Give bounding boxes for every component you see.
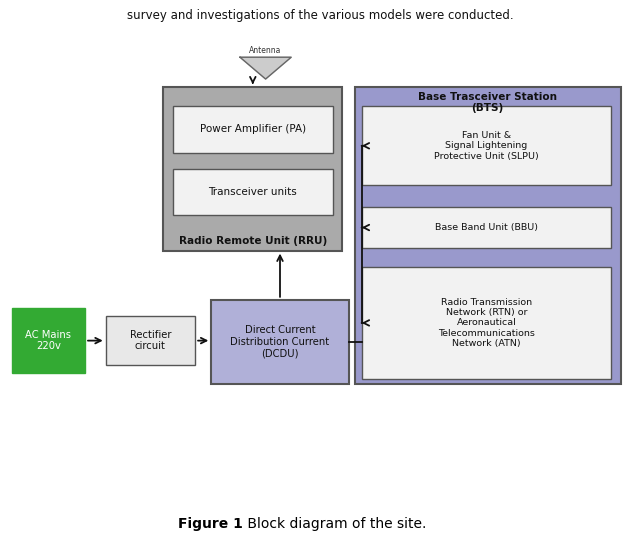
Text: Radio Remote Unit (RRU): Radio Remote Unit (RRU)	[179, 237, 327, 246]
FancyBboxPatch shape	[362, 106, 611, 185]
Text: Power Amplifier (PA): Power Amplifier (PA)	[200, 124, 306, 135]
Text: Radio Transmission
Network (RTN) or
Aeronautical
Telecommunications
Network (ATN: Radio Transmission Network (RTN) or Aero…	[438, 298, 535, 348]
FancyBboxPatch shape	[106, 316, 195, 365]
Text: Rectifier
circuit: Rectifier circuit	[130, 330, 171, 352]
FancyBboxPatch shape	[163, 87, 342, 251]
Polygon shape	[240, 57, 291, 79]
FancyBboxPatch shape	[173, 169, 333, 215]
Text: Transceiver units: Transceiver units	[209, 187, 297, 197]
Text: Base Trasceiver Station
(BTS): Base Trasceiver Station (BTS)	[418, 92, 557, 113]
FancyBboxPatch shape	[355, 87, 621, 384]
Text: Base Band Unit (BBU): Base Band Unit (BBU)	[435, 223, 538, 232]
Text: Direct Current
Distribution Current
(DCDU): Direct Current Distribution Current (DCD…	[230, 325, 330, 359]
Text: Antenna: Antenna	[250, 46, 282, 55]
Text: Block diagram of the site.: Block diagram of the site.	[243, 517, 427, 531]
Text: Figure 1: Figure 1	[179, 517, 243, 531]
FancyBboxPatch shape	[211, 300, 349, 384]
FancyBboxPatch shape	[362, 267, 611, 379]
Text: survey and investigations of the various models were conducted.: survey and investigations of the various…	[127, 9, 513, 22]
FancyBboxPatch shape	[173, 106, 333, 153]
Text: AC Mains
220v: AC Mains 220v	[26, 330, 71, 352]
FancyBboxPatch shape	[362, 207, 611, 248]
FancyBboxPatch shape	[12, 308, 85, 373]
Text: Fan Unit &
Signal Lightening
Protective Unit (SLPU): Fan Unit & Signal Lightening Protective …	[434, 131, 539, 161]
